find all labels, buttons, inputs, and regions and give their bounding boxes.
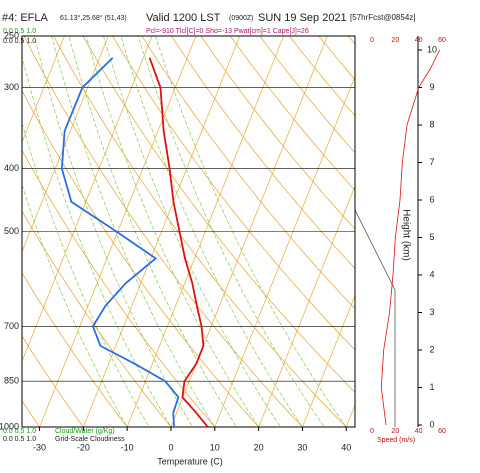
speed-line: [380, 49, 441, 426]
dry-adiabat: [22, 272, 128, 427]
dry-adiabat: [368, 24, 480, 440]
speed-label: Speed (m/s): [377, 437, 415, 444]
y-tick-label: 1000: [0, 421, 19, 431]
moist-adiabat: [85, 36, 260, 427]
cloudiness-scale: 0.0 0.5 1.0: [3, 38, 36, 45]
dry-adiabat: [23, 36, 303, 427]
x-tick-label: -30: [33, 442, 46, 452]
valid: Valid 1200 LST: [146, 12, 221, 24]
speed-tick-label: 60: [438, 37, 446, 44]
speed-tick-label: 40: [415, 428, 423, 435]
dry-adiabat: [288, 36, 355, 117]
moist-adiabat: [22, 121, 150, 427]
cloudiness-label: Grid-Scale Cloudiness: [55, 436, 125, 443]
speed-tick-label: 60: [438, 428, 446, 435]
x-tick-label: 10: [210, 442, 220, 452]
speed-tick-label: 20: [391, 37, 399, 44]
y-tick-label: 500: [4, 226, 19, 236]
dry-adiabat: [22, 400, 40, 427]
fcst: [57hrFcst@0854z]: [350, 13, 415, 22]
x-tick-label: -20: [77, 442, 90, 452]
dry-adiabat: [171, 36, 355, 269]
y2-tick-label: 2: [429, 344, 434, 354]
y2-tick-label: 1: [429, 382, 434, 392]
cloud-water-scale: 0.0 0.5 1.0: [3, 428, 36, 435]
dry-adiabat: [455, 24, 480, 440]
y2-tick-label: 10: [427, 44, 437, 54]
isotherm: [302, 294, 355, 427]
dry-adiabat: [259, 36, 355, 154]
x-tick-label: 20: [254, 442, 264, 452]
y-tick-label: 700: [4, 321, 19, 331]
moist-adiabat: [22, 183, 128, 427]
y2-tick-label: 6: [429, 194, 434, 204]
y-tick-label: 300: [4, 82, 19, 92]
moist-adiabat: [22, 55, 172, 427]
date: SUN 19 Sep 2021: [258, 12, 347, 24]
model-outline: [354, 165, 396, 427]
x-tick-label: -10: [121, 442, 134, 452]
moist-adiabat: [68, 36, 238, 427]
station: #4: EFLA: [2, 12, 49, 24]
dry-adiabat: [141, 36, 355, 310]
dry-adiabat: [112, 36, 355, 351]
y2-tick-label: 8: [429, 119, 434, 129]
y-tick-label: 400: [4, 163, 19, 173]
speed-tick-label: 40: [415, 37, 423, 44]
cloud-water-label: Cloud/Water (g/Kg): [55, 428, 115, 435]
x-tick-label: 40: [341, 442, 351, 452]
dry-adiabat: [53, 36, 347, 427]
dry-adiabat: [82, 36, 355, 393]
speed-tick-label: 0: [370, 428, 374, 435]
y2-axis-label: Height (km): [400, 209, 411, 261]
moist-adiabat: [155, 36, 347, 427]
coords: 61.13°,25.68° (51,43): [60, 14, 127, 22]
isotherm: [22, 36, 65, 144]
isotherm: [345, 404, 355, 427]
y2-tick-label: 4: [429, 269, 434, 279]
moist-adiabat: [33, 36, 194, 427]
cloud-water-scale: 0.0 0.5 1.0: [3, 28, 36, 35]
y2-tick-label: 7: [429, 157, 434, 167]
moist-adiabat: [51, 36, 216, 427]
speed-tick-label: 20: [391, 428, 399, 435]
x-tick-label: 30: [297, 442, 307, 452]
y-tick-label: 250: [4, 30, 19, 40]
dry-adiabat: [22, 89, 260, 427]
y2-tick-label: 9: [429, 82, 434, 92]
dry-adiabat: [200, 36, 355, 230]
temperature-line: [148, 57, 209, 427]
utc: (0900Z): [229, 15, 254, 22]
dry-adiabat: [22, 149, 216, 427]
x-tick-label: 0: [168, 442, 173, 452]
x-axis-label: Temperature (C): [157, 456, 223, 466]
cloudiness-scale: 0.0 0.5 1.0: [3, 436, 36, 443]
dry-adiabat: [22, 210, 172, 427]
dry-adiabat: [22, 335, 84, 427]
y2-tick-label: 5: [429, 232, 434, 242]
moist-adiabat: [137, 36, 325, 427]
dry-adiabat: [229, 36, 355, 191]
y-tick-label: 850: [4, 376, 19, 386]
dewpoint-line: [60, 57, 180, 427]
y2-tick-label: 3: [429, 307, 434, 317]
moist-adiabat: [103, 36, 281, 427]
subtitle: Pcl=-910 Tlcl[C]=0 Sho=-13 Pwat[cm]=1 Ca…: [146, 28, 309, 35]
y2-tick-label: 0: [429, 419, 434, 429]
speed-tick-label: 0: [370, 37, 374, 44]
